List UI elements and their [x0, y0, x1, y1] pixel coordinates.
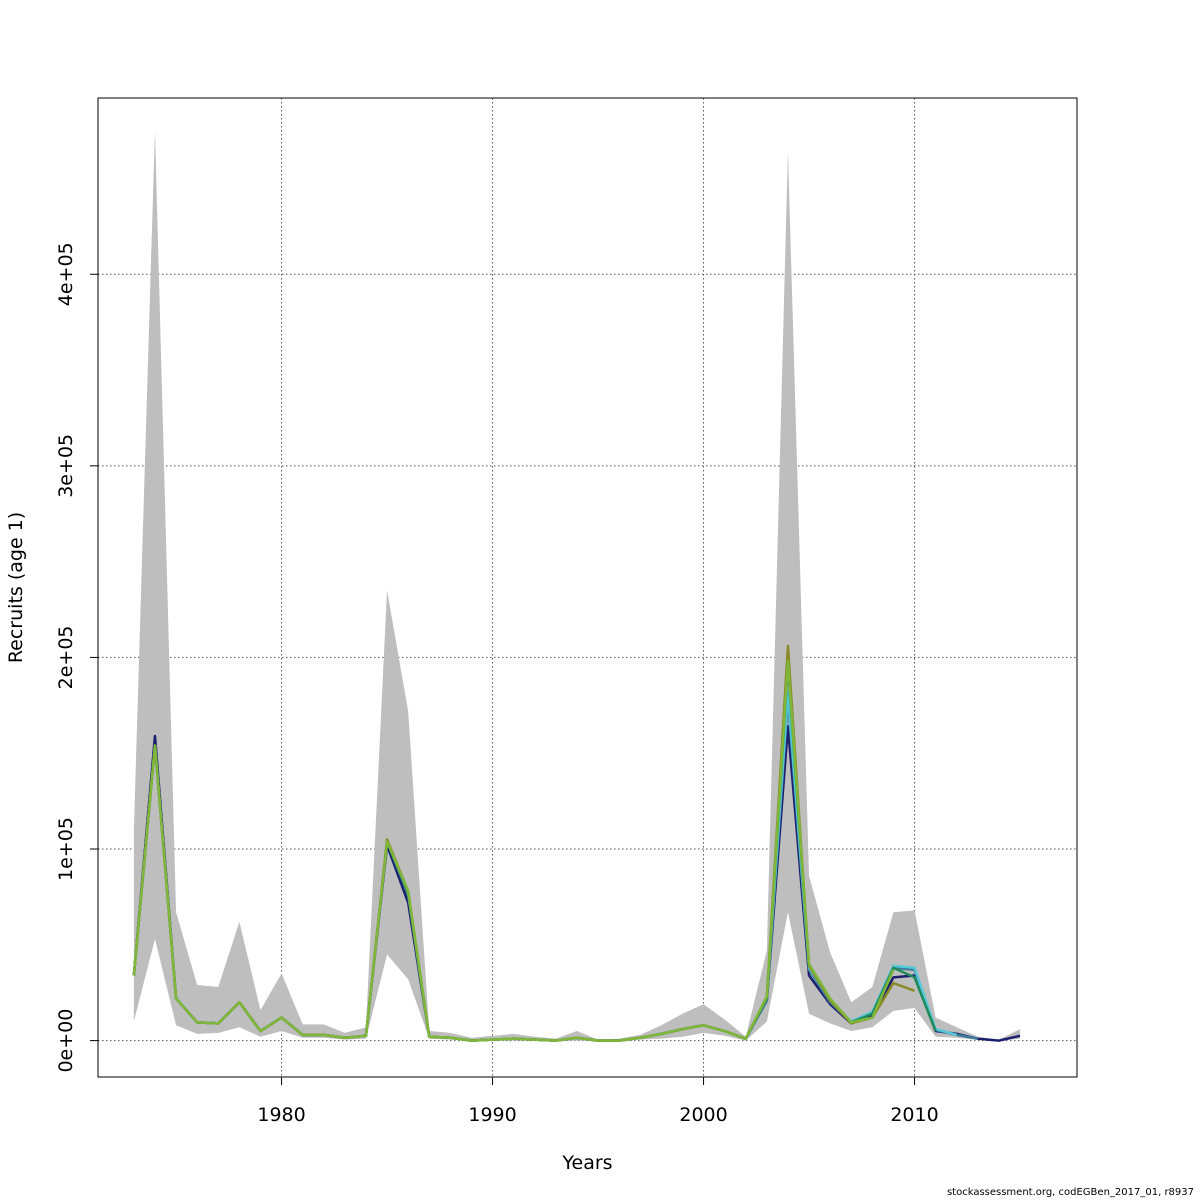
x-tick-label: 1990 — [468, 1104, 516, 1126]
series-line-6 — [132, 660, 895, 1042]
x-tick-label: 1980 — [257, 1104, 305, 1126]
series-lines — [132, 644, 1021, 1042]
credit-text: stockassessment.org, codEGBen_2017_01, r… — [946, 1187, 1194, 1198]
y-tick-label: 1e+05 — [55, 817, 77, 881]
plot-frame — [97, 97, 1078, 1078]
x-axis-title: Years — [561, 1152, 612, 1174]
axes: 1980 1990 2000 2010 0e+00 1e+05 2e+05 3e+05 4e+0… — [55, 242, 939, 1126]
y-tick-label: 0e+00 — [55, 1009, 77, 1073]
x-tick-label: 2010 — [890, 1104, 938, 1126]
y-axis-title: Recruits (age 1) — [5, 512, 27, 663]
x-tick-label: 2000 — [679, 1104, 727, 1126]
y-tick-label: 3e+05 — [55, 434, 77, 498]
y-tick-label: 4e+05 — [55, 242, 77, 306]
y-tick-label: 2e+05 — [55, 625, 77, 689]
